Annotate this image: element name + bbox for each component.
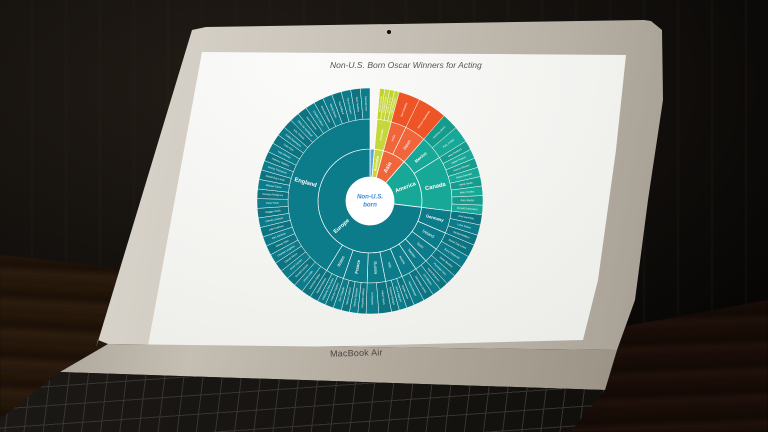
svg-text:Yul Brynner: Yul Brynner — [370, 292, 373, 305]
svg-text:Russia: Russia — [373, 261, 379, 275]
svg-text:born: born — [363, 202, 377, 209]
svg-text:Non-U.S.: Non-U.S. — [357, 194, 383, 201]
svg-text:Peter Finch: Peter Finch — [266, 202, 279, 205]
svg-text:Anne Baxter: Anne Baxter — [461, 199, 475, 202]
